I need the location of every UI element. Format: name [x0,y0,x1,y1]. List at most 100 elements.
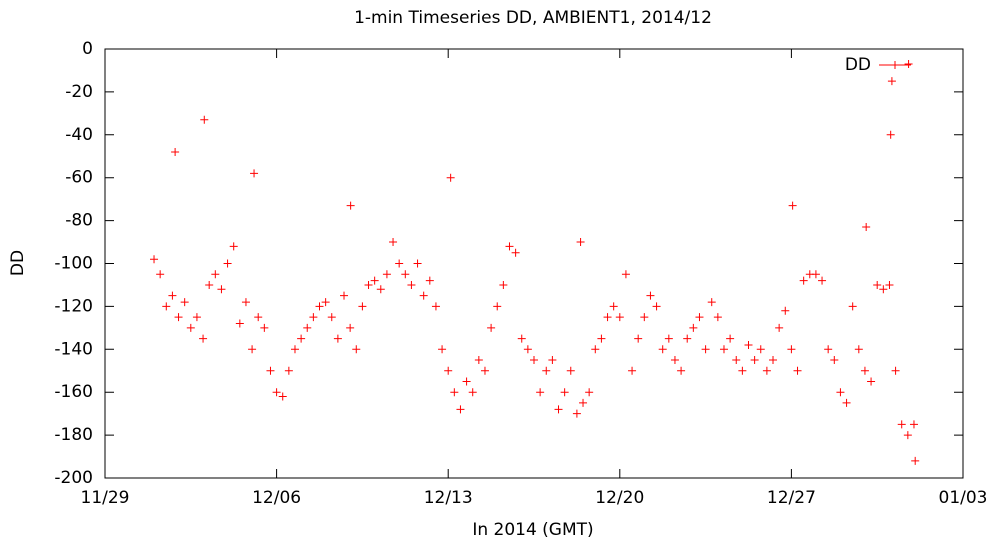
point [848,302,857,311]
point [456,405,465,414]
point [401,270,410,279]
point [162,302,171,311]
point [640,313,649,322]
point [444,366,453,375]
point [603,313,612,322]
point [333,334,342,343]
point [413,259,422,268]
point [303,323,312,332]
point [719,345,728,354]
point [744,341,753,350]
point [713,313,722,322]
point [248,345,257,354]
point [572,409,581,418]
point [793,366,802,375]
point [382,270,391,279]
point [352,345,361,354]
point [480,366,489,375]
point [376,285,385,294]
point [897,420,906,429]
point [241,298,250,307]
point [695,313,704,322]
point [904,60,913,69]
point [229,242,238,251]
point [223,259,232,268]
point [395,259,404,268]
point [579,398,588,407]
point [597,334,606,343]
y-tick-label: -60 [65,168,93,188]
point [658,345,667,354]
point [769,356,778,365]
y-tick-label: -100 [54,254,93,274]
point [450,388,459,397]
point [701,345,710,354]
point [487,323,496,332]
point [885,280,894,289]
point [438,345,447,354]
point [364,280,373,289]
point [646,291,655,300]
chart-title: 1-min Timeseries DD, AMBIENT1, 2014/12 [354,8,712,28]
point [517,334,526,343]
point [523,345,532,354]
point [278,392,287,401]
point [505,242,514,251]
point [266,366,275,375]
point [854,345,863,354]
point [425,276,434,285]
point [867,377,876,386]
point [346,201,355,210]
x-tick-label: 01/03 [939,488,988,508]
point [652,302,661,311]
point [818,276,827,285]
point [284,366,293,375]
point [689,323,698,332]
point [576,238,585,247]
x-tick-label: 11/29 [81,488,130,508]
point [205,280,214,289]
point [200,115,209,124]
point [756,345,765,354]
point [824,345,833,354]
point [560,388,569,397]
point [811,270,820,279]
point [290,345,299,354]
point [738,366,747,375]
y-tick-label: -120 [54,296,93,316]
point [171,147,180,156]
point [621,270,630,279]
point [156,270,165,279]
point [788,201,797,210]
x-tick-label: 12/27 [767,488,816,508]
point [235,319,244,328]
point [431,302,440,311]
plot-frame [104,48,964,479]
point [683,334,692,343]
point [254,313,263,322]
point [321,298,330,307]
point [887,77,896,86]
point [677,366,686,375]
point [799,276,808,285]
point [781,306,790,315]
point [315,302,324,311]
point [217,285,226,294]
y-tick-label: 0 [82,39,93,59]
point [309,313,318,322]
point [192,313,201,322]
point [732,356,741,365]
point [726,334,735,343]
point [530,356,538,365]
point [168,291,177,300]
point [591,345,600,354]
x-tick-label: 12/20 [595,488,644,508]
point [664,334,673,343]
legend-label: DD [845,55,871,75]
point [407,280,416,289]
point [250,169,259,178]
legend-marker [879,61,911,69]
point [585,388,594,397]
point [358,302,367,311]
